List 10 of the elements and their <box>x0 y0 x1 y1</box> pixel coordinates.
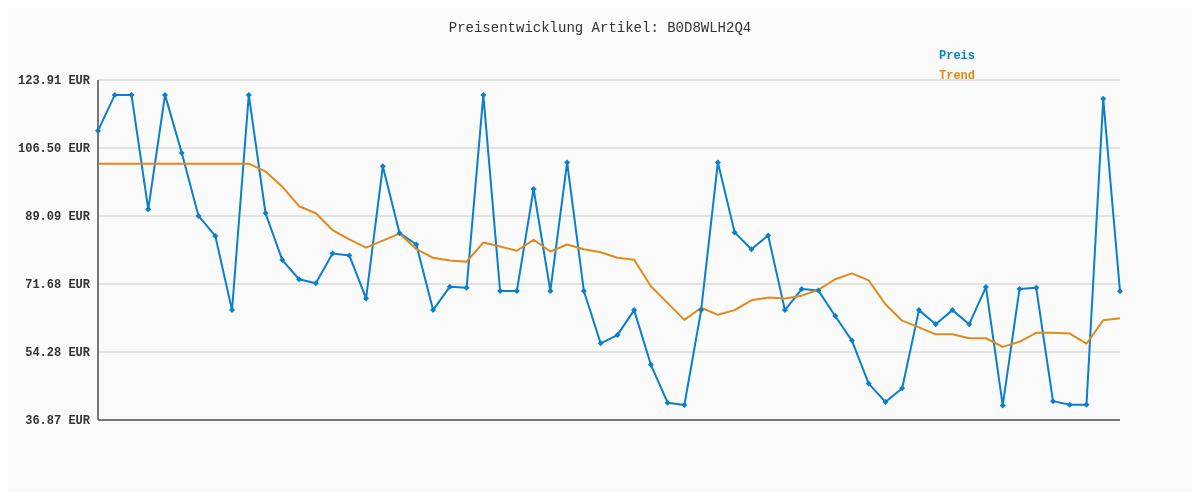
text: Preis <box>939 48 976 65</box>
y-tick-label: 71.68 EUR <box>25 278 91 293</box>
y-tick-label: 36.87 EUR <box>25 414 91 429</box>
text: Trend <box>939 68 976 85</box>
y-tick-label: 123.91 EUR <box>17 74 91 89</box>
y-tick-label: 54.28 EUR <box>25 346 91 361</box>
line-series <box>97 162 1121 348</box>
chart-title: Preisentwicklung Artikel: B0D8WLH2Q4 <box>447 20 753 36</box>
y-tick-label: 89.09 EUR <box>25 210 91 225</box>
y-tick-label: 106.50 EUR <box>17 142 91 157</box>
